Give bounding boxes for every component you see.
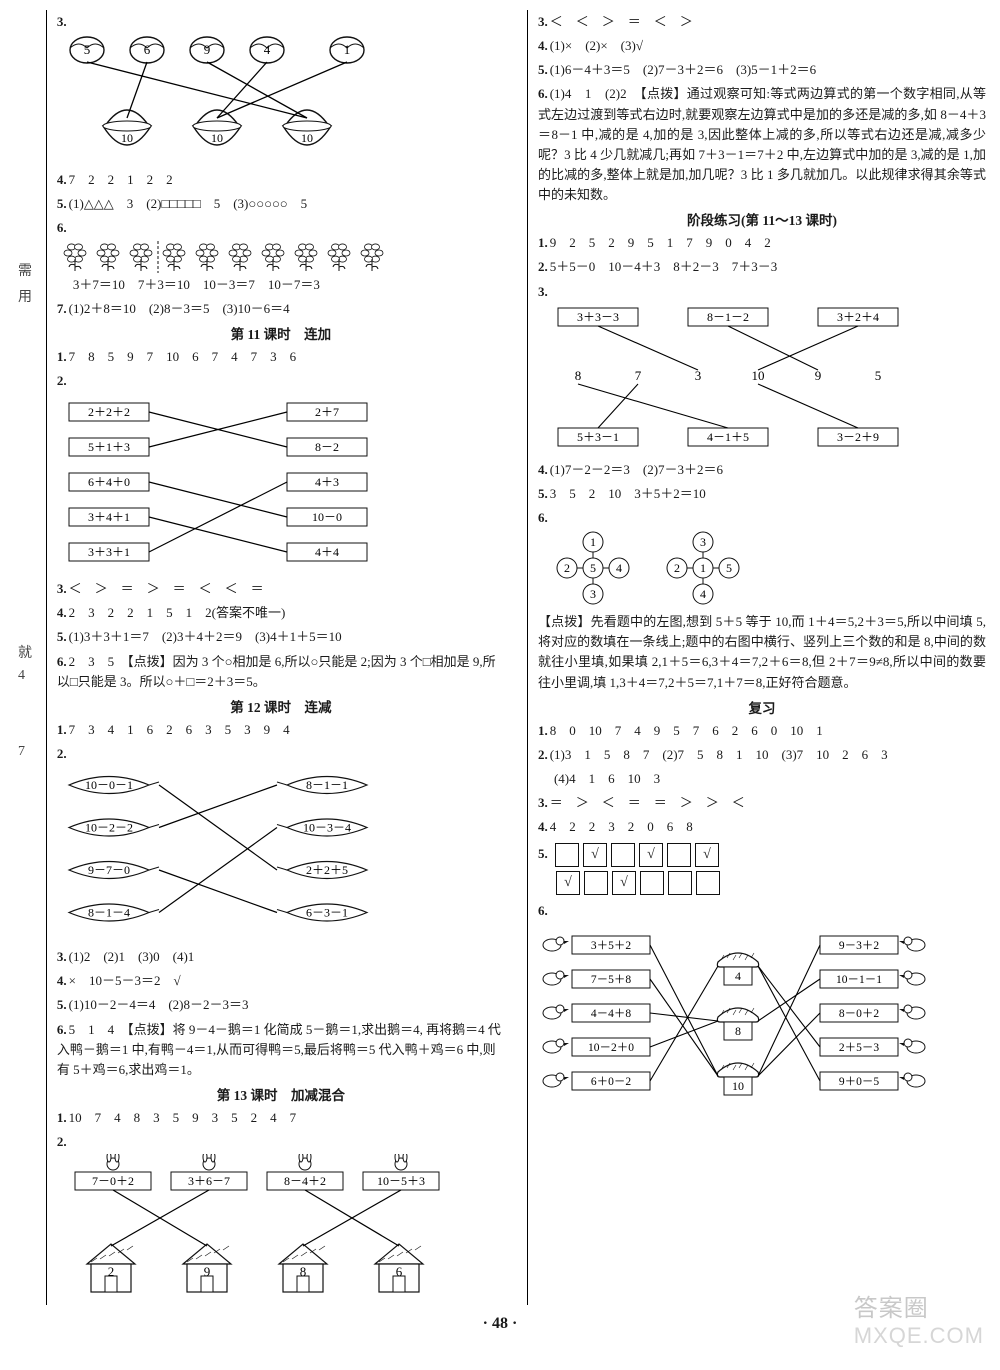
q3: 3. 56941101010 — [57, 12, 505, 164]
svg-text:4: 4 — [735, 969, 741, 983]
svg-text:3－2＋9: 3－2＋9 — [837, 430, 879, 444]
svg-text:10: 10 — [301, 131, 313, 145]
svg-text:3: 3 — [590, 587, 596, 601]
svg-text:8: 8 — [735, 1024, 741, 1038]
svg-text:5＋3－1: 5＋3－1 — [577, 430, 619, 444]
svg-text:7－0＋2: 7－0＋2 — [92, 1174, 134, 1188]
svg-text:2: 2 — [564, 561, 570, 575]
svg-text:2＋7: 2＋7 — [315, 405, 339, 419]
svg-text:4－1＋5: 4－1＋5 — [707, 430, 749, 444]
svg-text:4＋4: 4＋4 — [315, 545, 339, 559]
svg-text:5＋1＋3: 5＋1＋3 — [88, 440, 130, 454]
watermark: 答案圈 MXQE.COM — [854, 1288, 984, 1349]
q5: 5.(1)△△△ 3 (2)□□□□□ 5 (3)○○○○○ 5 — [57, 194, 505, 214]
svg-text:3＋3＋1: 3＋3＋1 — [88, 545, 130, 559]
svg-text:7: 7 — [635, 368, 642, 383]
svg-text:10－0－1: 10－0－1 — [85, 778, 133, 792]
svg-text:10－0: 10－0 — [312, 510, 342, 524]
svg-text:3＋6－7: 3＋6－7 — [188, 1174, 230, 1188]
svg-text:10: 10 — [211, 131, 223, 145]
svg-text:4: 4 — [616, 561, 622, 575]
svg-text:2＋5－3: 2＋5－3 — [839, 1042, 879, 1054]
phase-title: 阶段练习(第 11～13 课时) — [538, 209, 986, 229]
svg-text:10－5＋3: 10－5＋3 — [377, 1174, 425, 1188]
s13-title: 第 13 课时 加减混合 — [57, 1084, 505, 1104]
svg-text:2＋2＋2: 2＋2＋2 — [88, 405, 130, 419]
q6: 6. 3＋7＝10 7＋3＝10 10－3＝7 10－7＝3 — [57, 218, 505, 294]
svg-text:10: 10 — [732, 1079, 744, 1093]
svg-text:4: 4 — [264, 42, 271, 57]
svg-text:3＋4＋1: 3＋4＋1 — [88, 510, 130, 524]
svg-text:6＋0－2: 6＋0－2 — [591, 1076, 631, 1088]
s11-title: 第 11 课时 连加 — [57, 323, 505, 343]
margin-labels: 需 用 就 4 7 — [14, 10, 36, 1305]
svg-text:9: 9 — [815, 368, 822, 383]
left-column: 3. 56941101010 4.7 2 2 1 2 2 5.(1)△△△ 3 … — [46, 10, 505, 1305]
svg-text:3＋5＋2: 3＋5＋2 — [591, 940, 631, 952]
svg-text:6: 6 — [396, 1264, 403, 1279]
q4: 4.7 2 2 1 2 2 — [57, 170, 505, 190]
svg-text:2＋2＋5: 2＋2＋5 — [306, 863, 348, 877]
svg-text:8: 8 — [575, 368, 582, 383]
svg-text:9－7－0: 9－7－0 — [88, 863, 130, 877]
svg-text:3: 3 — [700, 535, 706, 549]
svg-text:4－4＋8: 4－4＋8 — [591, 1008, 631, 1020]
svg-text:10－2＋0: 10－2＋0 — [588, 1042, 634, 1054]
svg-text:1: 1 — [344, 42, 351, 57]
svg-text:4＋3: 4＋3 — [315, 475, 339, 489]
svg-text:8－4＋2: 8－4＋2 — [284, 1174, 326, 1188]
svg-text:10: 10 — [121, 131, 133, 145]
svg-text:8－1－1: 8－1－1 — [306, 778, 348, 792]
svg-text:1: 1 — [700, 561, 706, 575]
svg-text:8－0＋2: 8－0＋2 — [839, 1008, 879, 1020]
svg-text:9: 9 — [204, 42, 211, 57]
svg-text:2: 2 — [108, 1264, 115, 1279]
phase-q3: 3. 3＋3－38－1－23＋2＋487310955＋3－14－1＋53－2＋9 — [538, 282, 986, 454]
svg-text:6: 6 — [144, 42, 151, 57]
svg-text:10: 10 — [751, 368, 764, 383]
svg-text:2: 2 — [674, 561, 680, 575]
svg-text:7－5＋8: 7－5＋8 — [591, 974, 631, 986]
q7: 7.(1)2＋8＝10 (2)8－3＝5 (3)10－6＝4 — [57, 299, 505, 319]
review-title: 复习 — [538, 697, 986, 717]
svg-text:9: 9 — [204, 1264, 211, 1279]
svg-text:5: 5 — [726, 561, 732, 575]
svg-text:10－2－2: 10－2－2 — [85, 821, 133, 835]
s11-q2: 2. 2＋2＋25＋1＋36＋4＋03＋4＋13＋3＋12＋78－24＋310－… — [57, 371, 505, 573]
right-column: 3.＜ ＜ ＞ ＝ ＜ ＞ 4.(1)× (2)× (3)√ 5.(1)6－4＋… — [527, 10, 986, 1305]
s12-q2: 2. 10－0－110－2－29－7－08－1－48－1－110－3－42＋2＋… — [57, 744, 505, 941]
review-q6: 6. 3＋5＋27－5＋84－4＋810－2＋06＋0－248109－3＋210… — [538, 901, 986, 1113]
svg-text:5: 5 — [590, 561, 596, 575]
s12-title: 第 12 课时 连减 — [57, 696, 505, 716]
svg-text:8－1－4: 8－1－4 — [88, 906, 130, 920]
s13-q2: 2. 7－0＋23＋6－78－4＋210－5＋32986 — [57, 1132, 505, 1299]
svg-text:8－2: 8－2 — [315, 440, 339, 454]
svg-text:9－3＋2: 9－3＋2 — [839, 940, 879, 952]
svg-text:4: 4 — [700, 587, 706, 601]
page-number: · 48 · — [14, 1315, 986, 1333]
svg-text:10－1－1: 10－1－1 — [836, 974, 882, 986]
review-q5: 5. √√√√√ — [538, 841, 986, 897]
svg-text:3＋3－3: 3＋3－3 — [577, 310, 619, 324]
svg-text:1: 1 — [590, 535, 596, 549]
svg-text:5: 5 — [84, 42, 91, 57]
svg-text:9＋0－5: 9＋0－5 — [839, 1076, 879, 1088]
svg-text:5: 5 — [875, 368, 882, 383]
svg-text:3: 3 — [695, 368, 702, 383]
svg-text:10－3－4: 10－3－4 — [303, 821, 351, 835]
svg-text:8－1－2: 8－1－2 — [707, 310, 749, 324]
svg-text:3＋2＋4: 3＋2＋4 — [837, 310, 879, 324]
svg-text:6－3－1: 6－3－1 — [306, 906, 348, 920]
svg-text:6＋4＋0: 6＋4＋0 — [88, 475, 130, 489]
phase-q6: 6. 5123413245 — [538, 508, 986, 608]
svg-text:8: 8 — [300, 1264, 307, 1279]
